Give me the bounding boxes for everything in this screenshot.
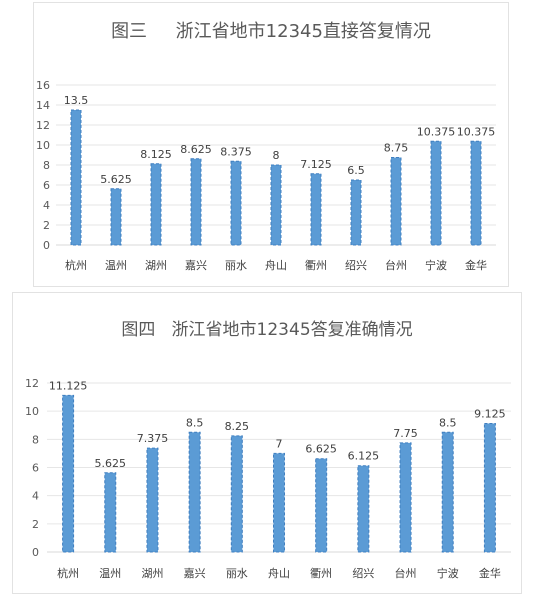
bar-衢州 xyxy=(315,458,328,553)
bar-chart-accurate-reply: 0 2 4 6 8 10 12 11.125 杭州 5.625 温州 7.375 湖州 8.5 嘉兴 8.25… xyxy=(25,377,511,580)
y-tick-label: 12 xyxy=(25,377,39,390)
x-category-label: 金华 xyxy=(479,566,501,580)
x-category-label: 宁波 xyxy=(437,566,459,580)
bar-宁波 xyxy=(441,431,454,553)
data-label: 7.75 xyxy=(393,427,418,440)
data-label: 10.375 xyxy=(417,125,456,138)
bar-湖州 xyxy=(146,447,159,553)
bar-衢州 xyxy=(310,173,322,246)
x-category-label: 嘉兴 xyxy=(185,258,207,272)
data-label: 6.625 xyxy=(305,443,337,456)
y-tick-label: 10 xyxy=(25,405,39,418)
y-tick-label: 12 xyxy=(36,119,50,132)
x-category-label: 金华 xyxy=(465,258,487,272)
data-label: 8.75 xyxy=(384,142,409,155)
x-category-label: 杭州 xyxy=(65,258,87,272)
x-category-label: 台州 xyxy=(385,258,407,272)
data-label: 7.375 xyxy=(137,432,169,445)
chart-title: 图四 浙江省地市12345答复准确情况 xyxy=(121,320,413,340)
bar-杭州 xyxy=(70,109,82,246)
y-tick-label: 10 xyxy=(36,139,50,152)
bar-舟山 xyxy=(273,452,285,553)
data-label: 7.125 xyxy=(300,158,332,171)
bar-金华 xyxy=(470,140,482,246)
x-category-label: 嘉兴 xyxy=(184,566,206,580)
x-category-label: 温州 xyxy=(99,567,121,580)
y-tick-label: 8 xyxy=(32,433,39,446)
y-tick-label: 6 xyxy=(43,179,50,192)
bar-chart-direct-reply: 0 2 4 6 8 10 12 14 16 13.5 杭州 5.625 温州 8.125 湖州 8.625 嘉兴… xyxy=(36,79,496,272)
chart-panel-accurate-reply: 图四 浙江省地市12345答复准确情况 0 2 4 6 8 10 12 11.125 杭州 5.6… xyxy=(12,292,522,594)
bar-湖州 xyxy=(150,163,162,246)
bar-舟山 xyxy=(270,164,282,246)
y-tick-label: 0 xyxy=(43,239,50,252)
data-label: 5.625 xyxy=(100,173,132,186)
data-label: 8.125 xyxy=(140,148,172,161)
x-category-label: 湖州 xyxy=(145,259,167,272)
x-category-label: 舟山 xyxy=(268,566,290,580)
bar-宁波 xyxy=(430,140,442,246)
x-category-label: 绍兴 xyxy=(352,566,374,580)
x-category-label: 湖州 xyxy=(141,567,163,580)
y-tick-label: 4 xyxy=(32,490,39,503)
chart-panel-direct-reply: 图三 浙江省地市12345直接答复情况 0 2 4 6 8 10 12 14 16 13.5 杭州 5… xyxy=(33,2,509,287)
y-tick-label: 0 xyxy=(32,546,39,559)
y-tick-label: 4 xyxy=(43,199,50,212)
data-label: 8 xyxy=(273,149,280,162)
data-label: 8.5 xyxy=(186,416,204,429)
data-label: 8.625 xyxy=(180,143,212,156)
y-tick-label: 2 xyxy=(32,518,39,531)
bar-绍兴 xyxy=(350,179,362,246)
bar-嘉兴 xyxy=(188,431,201,553)
bar-台州 xyxy=(390,157,402,246)
bar-绍兴 xyxy=(357,465,370,553)
x-category-label: 舟山 xyxy=(265,258,287,272)
data-label: 8.375 xyxy=(220,145,252,158)
y-tick-label: 16 xyxy=(36,79,50,92)
x-category-label: 杭州 xyxy=(57,566,79,580)
data-label: 13.5 xyxy=(64,94,89,107)
data-label: 8.5 xyxy=(439,416,457,429)
x-category-label: 衢州 xyxy=(305,259,327,272)
y-tick-label: 8 xyxy=(43,159,50,172)
bar-杭州 xyxy=(62,394,75,553)
bar-嘉兴 xyxy=(190,158,202,246)
data-label: 11.125 xyxy=(49,379,88,392)
bar-金华 xyxy=(483,422,496,553)
chart-title: 图三 浙江省地市12345直接答复情况 xyxy=(111,21,431,42)
x-category-label: 宁波 xyxy=(425,258,447,272)
x-category-label: 丽水 xyxy=(226,567,248,580)
x-category-label: 丽水 xyxy=(225,259,247,272)
y-tick-label: 14 xyxy=(36,99,50,112)
bar-温州 xyxy=(104,472,117,553)
x-category-label: 衢州 xyxy=(310,567,332,580)
y-tick-label: 6 xyxy=(32,462,39,475)
data-label: 9.125 xyxy=(474,407,506,420)
data-label: 8.25 xyxy=(225,420,250,433)
bar-温州 xyxy=(110,188,122,246)
x-category-label: 温州 xyxy=(105,259,127,272)
x-category-label: 绍兴 xyxy=(345,258,367,272)
data-label: 10.375 xyxy=(457,125,496,138)
bar-台州 xyxy=(399,442,412,553)
bar-丽水 xyxy=(230,160,242,246)
bar-丽水 xyxy=(230,435,243,553)
x-category-label: 台州 xyxy=(395,566,417,580)
data-label: 7 xyxy=(276,437,283,450)
data-label: 5.625 xyxy=(95,457,127,470)
data-label: 6.125 xyxy=(348,450,380,463)
y-tick-label: 2 xyxy=(43,219,50,232)
data-label: 6.5 xyxy=(347,164,365,177)
